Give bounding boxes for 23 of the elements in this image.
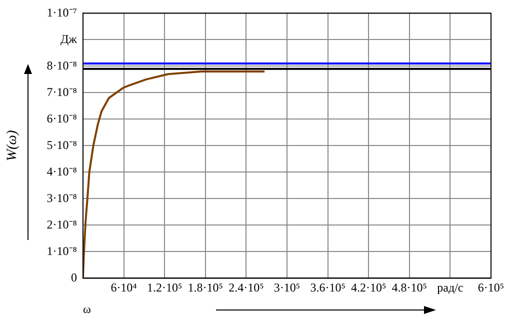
y-tick-label: 5·10⁻⁸ (46, 138, 77, 152)
y-tick-label: 3·10⁻⁸ (46, 190, 77, 205)
y-tick-label: 0 (70, 270, 77, 284)
x-tick-label: 1.8·10⁵ (188, 280, 223, 295)
x-axis-title: ω (82, 302, 91, 316)
x-tick-label: 4.2·10⁵ (351, 280, 386, 295)
x-tick-label: 3.6·10⁵ (310, 280, 346, 295)
y-tick-label: 1·10⁻⁸ (46, 244, 77, 258)
y-axis-title: W(ω) (5, 130, 20, 162)
y-tick-label: 6·10⁻⁸ (46, 111, 77, 126)
x-tick-label: 4.8·10⁵ (392, 280, 427, 295)
x-tick-label: 6·10⁵ (478, 280, 504, 295)
y-tick-label: 4·10⁻⁸ (46, 164, 77, 178)
x-tick-label: 3·10⁵ (274, 280, 300, 295)
x-tick-label: 6·10⁴ (110, 280, 137, 295)
y-tick-label: 2·10⁻⁸ (46, 217, 77, 232)
y-tick-label: Дж (60, 32, 78, 46)
y-tick-label: 8·10⁻⁸ (46, 58, 77, 72)
y-tick-label: 1·10⁻⁷ (46, 5, 77, 20)
x-tick-label: рад/с (437, 280, 464, 295)
y-tick-label: 7·10⁻⁸ (46, 84, 77, 99)
x-tick-label: 2.4·10⁵ (228, 280, 264, 295)
x-tick-label: 1.2·10⁵ (146, 280, 182, 295)
